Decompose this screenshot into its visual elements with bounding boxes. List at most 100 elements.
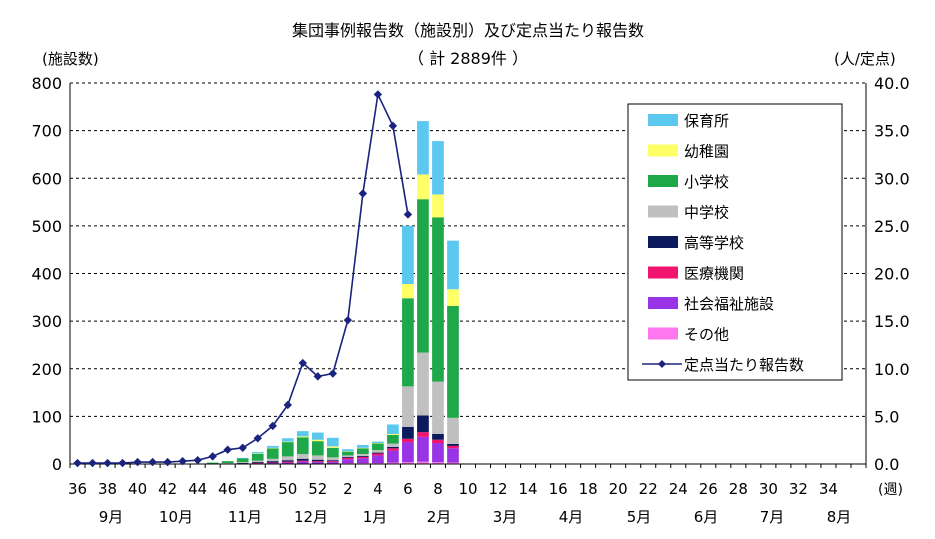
bar-segment — [311, 455, 324, 460]
x-axis-unit-label: (週) — [878, 482, 903, 498]
line-point — [298, 358, 307, 368]
bar-segment — [221, 461, 234, 464]
bar-segment — [417, 174, 429, 200]
week-tick-label: 44 — [188, 480, 207, 498]
bar-segment — [296, 458, 309, 461]
chart-title: 集団事例報告数（施設別）及び定点当たり報告数 — [292, 21, 644, 40]
line-point — [343, 315, 353, 325]
line-point — [223, 445, 232, 454]
bar-segment — [432, 381, 444, 434]
month-label: 7月 — [760, 508, 785, 526]
bar-segment — [387, 434, 399, 444]
legend-swatch — [648, 327, 678, 340]
bar-segment — [311, 441, 324, 456]
bar-segment — [281, 460, 294, 462]
line-point — [328, 369, 338, 378]
legend-line-marker — [658, 360, 666, 368]
bar-segment — [402, 438, 414, 443]
week-tick-label: 4 — [373, 480, 383, 498]
week-tick-label: 28 — [729, 480, 748, 498]
bar-segment — [251, 452, 264, 454]
week-tick-label: 12 — [488, 480, 507, 498]
bar-segment — [326, 446, 339, 448]
legend-swatch — [648, 266, 678, 279]
bar-segment — [341, 456, 354, 458]
bar-segment — [326, 447, 339, 458]
legend-swatch — [648, 175, 678, 187]
bar-segment — [326, 457, 339, 461]
line-point — [163, 457, 172, 467]
week-tick-label: 22 — [639, 480, 658, 498]
legend-swatch — [648, 144, 678, 157]
line-point — [283, 400, 292, 410]
bar-segment — [402, 442, 414, 463]
bar-segment — [341, 457, 354, 460]
bar-segment — [387, 443, 399, 447]
bar-segment — [266, 445, 279, 448]
legend-swatch — [648, 297, 678, 309]
line-point — [358, 189, 368, 198]
bar-segment — [417, 415, 429, 433]
week-tick-label: 34 — [819, 480, 838, 498]
line-point — [178, 456, 187, 466]
bar-segment — [311, 439, 324, 442]
legend-label: その他 — [684, 326, 729, 344]
line-point — [253, 434, 262, 443]
right-tick-label: 30.0 — [874, 169, 910, 188]
legend-label: 保育所 — [684, 112, 729, 130]
bar-segment — [281, 456, 294, 461]
left-tick-label: 100 — [31, 407, 62, 426]
bar-segment — [447, 417, 459, 444]
month-label: 10月 — [159, 508, 193, 526]
right-axis-label: (人/定点) — [834, 50, 896, 68]
month-label: 11月 — [228, 508, 262, 526]
bar-segment — [387, 450, 399, 463]
bar-segment — [251, 462, 264, 464]
line-point — [388, 121, 398, 131]
bar-segment — [296, 461, 309, 464]
bar-segment — [447, 289, 459, 306]
week-tick-label: 8 — [433, 480, 443, 498]
line-point — [103, 458, 112, 468]
bar-segment — [417, 432, 429, 437]
bar-segment — [387, 446, 399, 449]
line-point — [313, 372, 323, 381]
chart-subtitle: （ 計 2889件 ） — [408, 49, 528, 68]
bar-segment — [417, 352, 429, 416]
bar-segment — [372, 453, 384, 456]
bar-segment — [251, 453, 264, 461]
left-tick-label: 800 — [31, 74, 62, 93]
week-tick-label: 30 — [759, 480, 778, 498]
bar-segment — [417, 121, 429, 175]
bar-segment — [341, 451, 354, 456]
month-label: 4月 — [559, 508, 584, 526]
bar-segment — [357, 444, 369, 448]
right-tick-label: 40.0 — [874, 74, 910, 93]
legend-label: 医療機関 — [684, 265, 744, 283]
month-label: 12月 — [294, 508, 328, 526]
bar-segment — [432, 194, 444, 218]
bar-segment — [281, 442, 294, 457]
week-tick-label: 16 — [549, 480, 568, 498]
bar-segment — [296, 453, 309, 459]
bar-segment — [251, 460, 264, 463]
bar-segment — [266, 461, 279, 463]
bar-segment — [236, 462, 249, 464]
left-tick-label: 500 — [31, 217, 62, 236]
week-tick-label: 32 — [789, 480, 808, 498]
bar-segment — [372, 441, 384, 444]
bar-segment — [357, 455, 369, 457]
legend-swatch — [648, 114, 678, 126]
left-tick-label: 300 — [31, 312, 62, 331]
line-point — [193, 455, 202, 465]
line-point — [208, 452, 217, 461]
line-point — [148, 457, 157, 467]
week-tick-label: 40 — [128, 480, 147, 498]
line-point — [73, 458, 82, 468]
bar-segment — [357, 458, 369, 464]
week-tick-label: 10 — [458, 480, 477, 498]
bar-segment — [296, 437, 309, 454]
bar-segment — [341, 459, 354, 464]
bar-segment — [372, 443, 384, 451]
